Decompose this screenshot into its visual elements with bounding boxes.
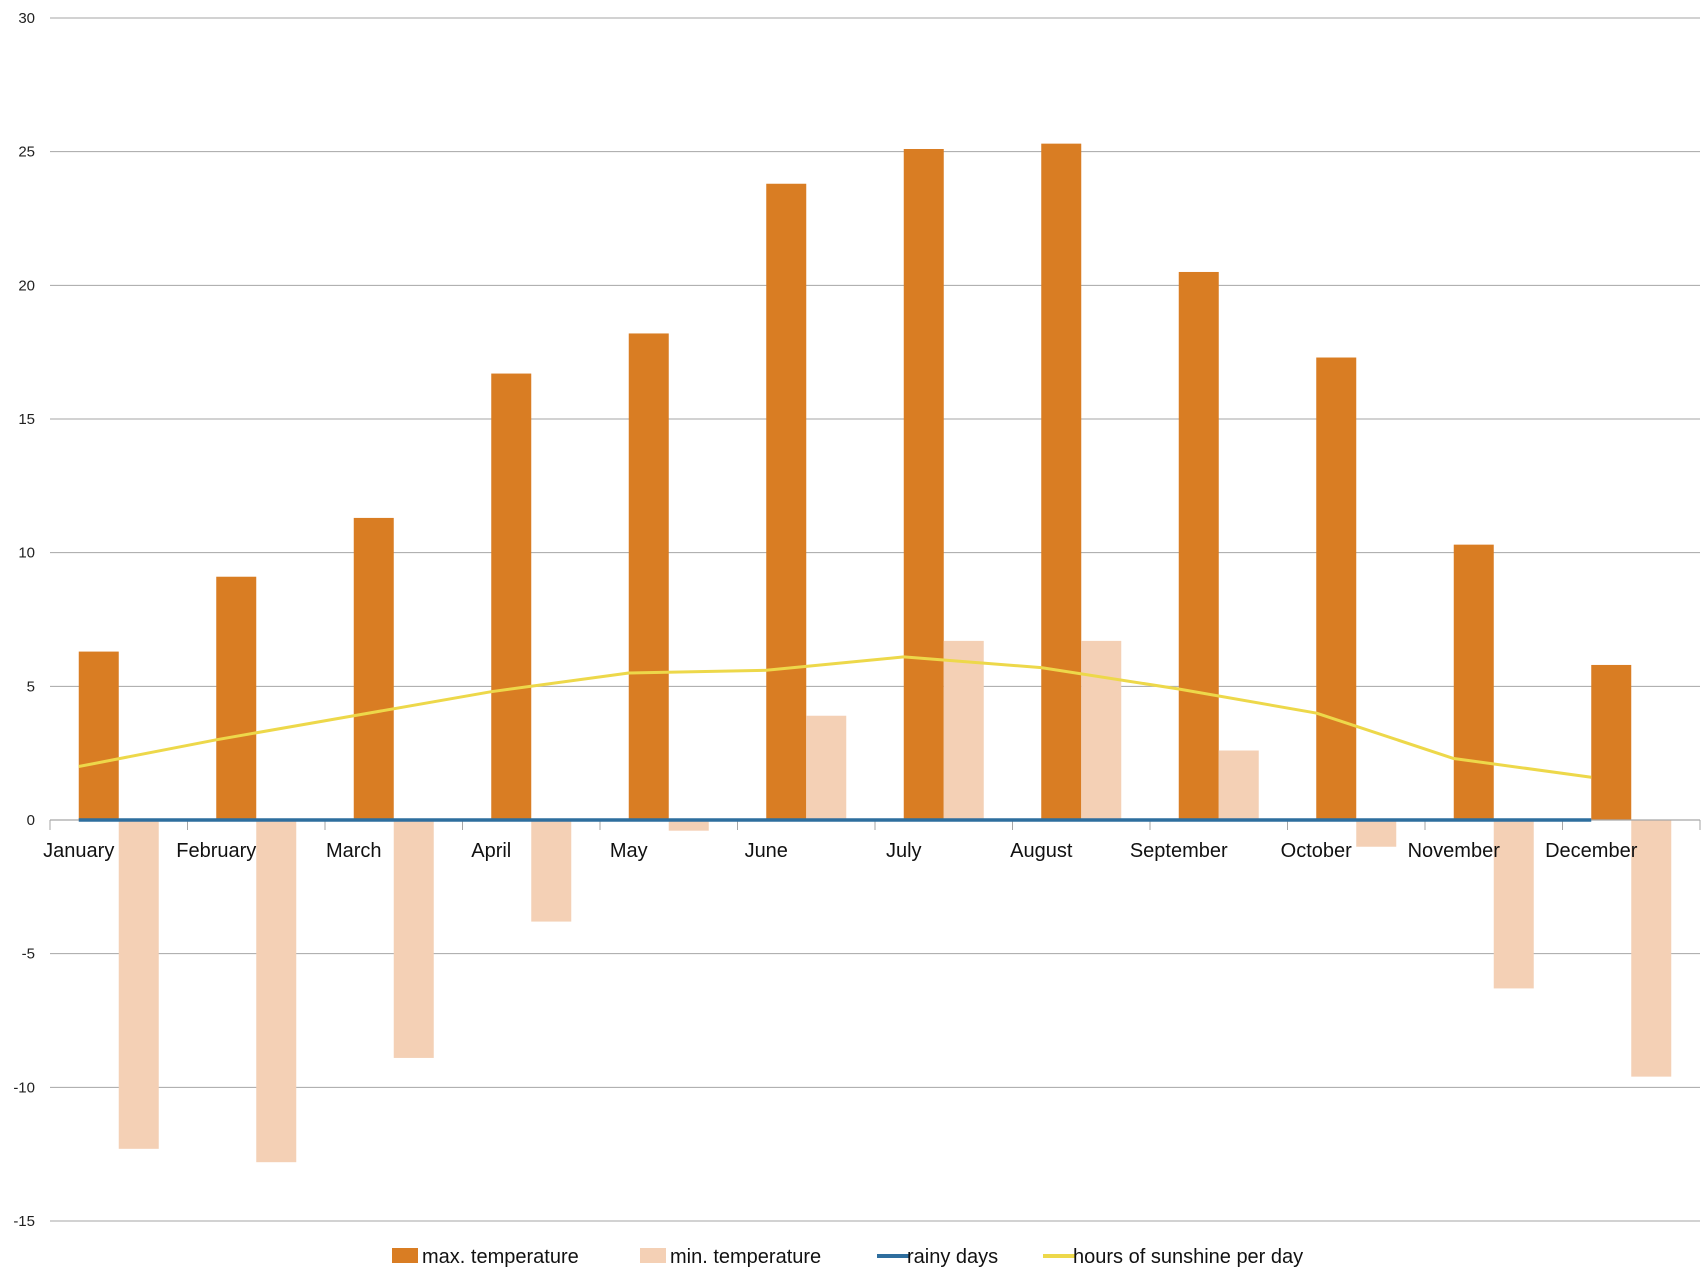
y-tick-label: 30 xyxy=(18,10,35,27)
y-tick-label: -5 xyxy=(22,946,35,963)
max-temperature-bar xyxy=(78,651,119,820)
legend-max-temperature-swatch xyxy=(392,1248,418,1263)
y-tick-label: 20 xyxy=(18,277,35,294)
x-tick-label: March xyxy=(326,840,382,862)
x-tick-label: February xyxy=(176,840,256,862)
max-temperature-bar xyxy=(903,148,944,820)
x-axis-tick-labels: January February March April May June July Augu… xyxy=(43,840,1638,862)
legend: max. temperature min. temperature rainy da… xyxy=(392,1246,1303,1268)
max-temperature-bar xyxy=(1591,664,1632,820)
bars xyxy=(78,143,1672,1163)
x-tick-label: April xyxy=(471,840,511,862)
min-temperature-bar xyxy=(1356,820,1397,847)
y-tick-label: 25 xyxy=(18,144,35,161)
y-tick-label: 15 xyxy=(18,411,35,428)
sunshine-hours-line xyxy=(78,655,1592,779)
min-temperature-bar xyxy=(1218,750,1259,820)
y-tick-label: -10 xyxy=(13,1079,35,1096)
max-temperature-bar xyxy=(1316,357,1357,820)
min-temperature-bar xyxy=(1631,820,1672,1077)
max-temperature-bar xyxy=(1178,271,1219,820)
max-temperature-bar xyxy=(491,373,532,820)
legend-min-temperature-label: min. temperature xyxy=(670,1246,821,1268)
min-temperature-bar xyxy=(256,820,297,1163)
legend-min-temperature-swatch xyxy=(640,1248,666,1263)
max-temperature-bar xyxy=(1041,143,1082,820)
min-temperature-bar xyxy=(118,820,159,1149)
x-tick-label: September xyxy=(1130,840,1228,862)
y-tick-label: 0 xyxy=(27,812,35,829)
min-temperature-bar xyxy=(668,820,709,831)
x-tick-label: July xyxy=(886,840,922,862)
y-tick-label: 5 xyxy=(27,678,35,695)
legend-sunshine-hours-label: hours of sunshine per day xyxy=(1073,1246,1303,1268)
x-tick-label: January xyxy=(43,840,114,862)
max-temperature-bar xyxy=(216,576,257,820)
x-tick-label: June xyxy=(745,840,788,862)
min-temperature-bar xyxy=(1493,820,1534,989)
gridlines xyxy=(50,17,1700,1222)
max-temperature-bar xyxy=(353,517,394,820)
min-temperature-bar xyxy=(806,715,847,820)
x-tick-label: August xyxy=(1010,840,1073,862)
max-temperature-bar xyxy=(628,333,669,820)
min-temperature-bar xyxy=(1081,640,1122,820)
min-temperature-bar xyxy=(531,820,572,922)
max-temperature-bar xyxy=(766,183,807,820)
min-temperature-bar xyxy=(943,640,984,820)
legend-rainy-days-label: rainy days xyxy=(907,1246,998,1268)
legend-max-temperature-label: max. temperature xyxy=(422,1246,579,1268)
y-tick-label: -15 xyxy=(13,1213,35,1230)
max-temperature-bar xyxy=(1453,544,1494,820)
x-tick-label: November xyxy=(1408,840,1501,862)
lines xyxy=(78,655,1592,822)
x-tick-label: October xyxy=(1281,840,1352,862)
y-tick-label: 10 xyxy=(18,545,35,562)
y-axis-tick-labels: 30 25 20 15 10 5 0 -5 -10 -15 xyxy=(13,10,35,1230)
x-tick-label: December xyxy=(1545,840,1638,862)
min-temperature-bar xyxy=(393,820,434,1058)
x-tick-label: May xyxy=(610,840,648,862)
